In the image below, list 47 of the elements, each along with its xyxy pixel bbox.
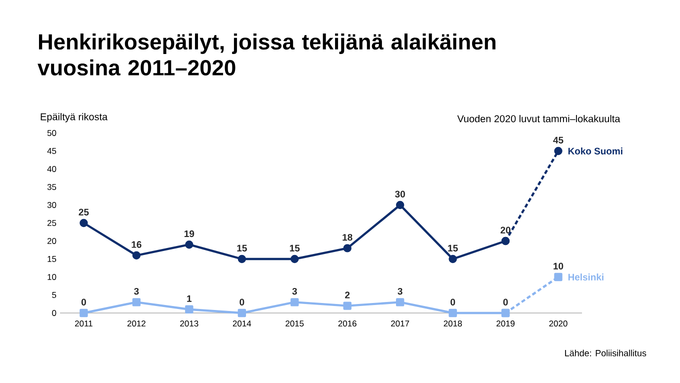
data-label: 3 xyxy=(292,288,297,295)
x-tick-label: 2018 xyxy=(444,320,462,327)
text: Vuoden 2020 luvut tammi–lokakuulta xyxy=(457,114,620,122)
data-label: 0 xyxy=(81,298,86,306)
data-label: 10 xyxy=(554,262,564,270)
y-tick-label: 0 xyxy=(52,310,56,316)
y-tick-label: 15 xyxy=(48,256,56,262)
data-label: 16 xyxy=(132,241,142,248)
data-label: 15 xyxy=(290,244,300,252)
x-tick-label: 2016 xyxy=(338,320,356,327)
x-tick-label: 2012 xyxy=(127,320,146,327)
x-tick-label: 2011 xyxy=(75,320,92,327)
y-tick-label: 25 xyxy=(47,220,56,226)
data-label: 18 xyxy=(342,234,352,241)
series-label: Helsinki xyxy=(568,274,604,280)
x-tick-label: 2020 xyxy=(549,320,568,327)
x-tick-label: 2019 xyxy=(496,320,515,327)
text: Lähde: Poliisihallitus xyxy=(565,350,646,356)
data-label: 19 xyxy=(184,230,194,238)
data-label: 2 xyxy=(345,292,350,298)
y-tick-label: 10 xyxy=(48,274,56,280)
data-label: 0 xyxy=(503,298,508,306)
y-tick-label: 45 xyxy=(47,148,56,154)
data-label: 25 xyxy=(78,208,89,216)
series-label: Koko Suomi xyxy=(568,148,622,154)
chart-title: Henkirikosepäilyt, joissa tekijänä alaikäinen vuosina 2011–2020 xyxy=(38,34,496,76)
x-tick-label: 2015 xyxy=(286,320,304,327)
data-label: 0 xyxy=(450,298,456,306)
y-tick-label: 40 xyxy=(47,166,56,172)
data-label: 0 xyxy=(240,298,244,306)
x-tick-label: 2014 xyxy=(232,320,252,327)
y-axis-title: Epäiltyä rikosta xyxy=(40,112,108,122)
data-label: 45 xyxy=(553,136,564,144)
data-label: 1 xyxy=(187,295,192,302)
x-tick-label: 2017 xyxy=(391,320,410,327)
data-label: 3 xyxy=(134,288,139,295)
y-tick-label: 5 xyxy=(52,292,56,298)
y-tick-label: 50 xyxy=(47,130,56,136)
data-label: 30 xyxy=(395,190,405,198)
y-tick-label: 30 xyxy=(47,202,56,208)
data-label: 20 xyxy=(500,226,510,234)
data-label: 15 xyxy=(448,244,458,252)
x-tick-label: 2013 xyxy=(180,320,198,327)
y-tick-label: 35 xyxy=(47,184,56,190)
y-tick-label: 20 xyxy=(47,238,56,244)
data-label: 3 xyxy=(398,288,402,295)
data-label: 15 xyxy=(237,244,247,252)
